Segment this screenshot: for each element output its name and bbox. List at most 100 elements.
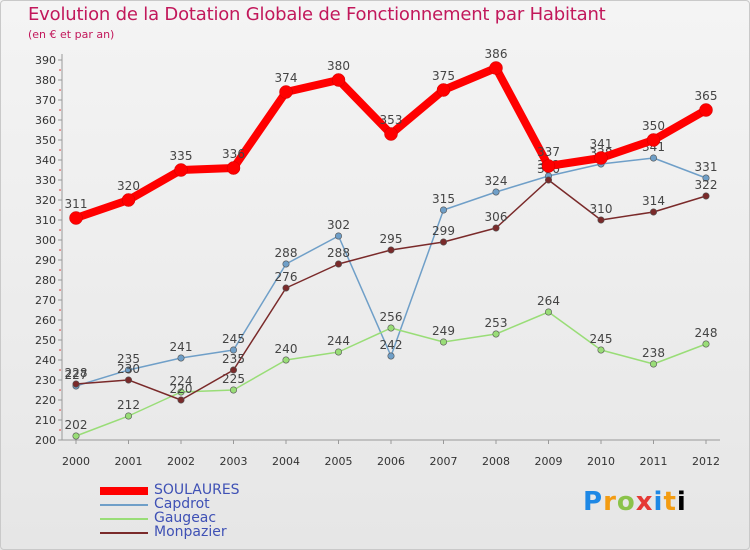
data-label-capdrot: 302 [327,218,350,232]
x-tick-label: 2002 [167,455,195,468]
data-point-capdrot [387,352,395,360]
data-label-soulaures: 375 [432,69,455,83]
data-label-gaugeac: 248 [695,326,718,340]
data-label-gaugeac: 245 [590,332,613,346]
data-label-gaugeac: 244 [327,334,350,348]
data-label-monpazier: 295 [380,232,403,246]
data-point-capdrot [125,366,133,374]
y-minor-tick [59,269,61,271]
data-point-soulaures [174,163,188,177]
legend-swatch-monpazier [100,532,148,534]
data-point-capdrot [334,232,342,240]
y-minor-tick [59,109,61,111]
data-label-monpazier: 299 [432,224,455,238]
data-label-gaugeac: 238 [642,346,665,360]
data-label-capdrot: 331 [695,160,718,174]
y-minor-tick [59,169,61,171]
data-label-monpazier: 276 [275,270,298,284]
data-point-soulaures [489,61,503,75]
data-point-gaugeac [72,432,80,440]
data-point-monpazier [177,396,185,404]
data-label-monpazier: 306 [485,210,508,224]
data-label-monpazier: 322 [695,178,718,192]
x-tick-label: 2009 [535,455,563,468]
y-minor-tick [59,349,61,351]
data-point-soulaures [226,161,241,175]
data-label-gaugeac: 264 [537,294,560,308]
logo-letter: o [616,487,636,517]
legend-swatch-capdrot [100,504,148,506]
data-point-gaugeac [492,330,500,338]
data-label-gaugeac: 256 [380,310,403,324]
y-tick-label: 390 [35,54,56,67]
y-tick-label: 200 [35,434,56,447]
data-point-capdrot [282,260,290,268]
x-tick-label: 2005 [325,455,353,468]
data-label-monpazier: 310 [590,202,613,216]
data-label-gaugeac: 212 [117,398,140,412]
data-label-soulaures: 353 [380,113,403,127]
data-label-capdrot: 242 [380,338,403,352]
y-minor-tick [59,429,61,431]
logo-letter: i [676,487,687,517]
y-tick-label: 330 [35,174,56,187]
data-label-monpazier: 314 [642,194,665,208]
y-minor-tick [59,69,61,71]
x-tick-label: 2007 [430,455,458,468]
y-minor-tick [59,189,61,191]
data-label-gaugeac: 202 [65,418,88,432]
chart-subtitle: (en € et par an) [28,28,115,41]
data-label-capdrot: 288 [275,246,298,260]
data-point-soulaures [384,127,398,141]
data-label-soulaures: 350 [642,119,665,133]
legend: SOULAURES Capdrot Gaugeac Monpazier [100,482,360,540]
y-minor-tick [59,369,61,371]
y-minor-tick [59,309,61,311]
legend-item-capdrot: Capdrot [100,496,360,512]
chart-title: Evolution de la Dotation Globale de Fonc… [28,4,606,25]
y-tick-label: 340 [35,154,56,167]
x-tick-label: 2008 [482,455,510,468]
x-tick-label: 2011 [640,455,668,468]
y-minor-tick [59,409,61,411]
x-tick-label: 2004 [272,455,300,468]
data-point-capdrot [177,354,185,362]
x-tick-label: 2010 [587,455,615,468]
data-point-soulaures [646,133,661,147]
data-label-soulaures: 386 [485,47,508,61]
legend-item-gaugeac: Gaugeac [100,510,360,526]
y-minor-tick [59,129,61,131]
data-label-gaugeac: 253 [485,316,508,330]
y-minor-tick [59,389,61,391]
data-point-capdrot [702,174,710,182]
data-label-gaugeac: 225 [222,372,245,386]
data-point-capdrot [439,206,447,214]
data-point-capdrot [230,346,238,354]
x-tick-label: 2001 [115,455,143,468]
y-tick-label: 280 [35,274,56,287]
y-minor-tick [59,329,61,331]
data-point-gaugeac [649,360,657,368]
legend-item-monpazier: Monpazier [100,524,360,540]
data-point-gaugeac [544,308,552,316]
data-point-gaugeac [439,338,447,346]
data-point-soulaures [121,193,136,207]
data-point-monpazier [439,238,447,246]
y-tick-label: 310 [35,214,56,227]
y-tick-label: 260 [35,314,56,327]
data-point-monpazier [492,224,500,232]
proxiti-logo: Proxiti [583,487,687,517]
logo-letter: r [603,487,617,517]
x-tick-label: 2003 [220,455,248,468]
data-point-monpazier [387,246,395,254]
data-point-soulaures [594,151,608,165]
data-point-gaugeac [702,340,710,348]
legend-label-capdrot: Capdrot [154,496,210,512]
data-point-soulaures [699,103,713,117]
legend-swatch-soulaures [100,487,148,495]
data-label-gaugeac: 240 [275,342,298,356]
legend-label-gaugeac: Gaugeac [154,510,217,526]
data-label-monpazier: 235 [222,352,245,366]
data-point-soulaures [279,85,293,99]
data-label-capdrot: 324 [485,174,508,188]
